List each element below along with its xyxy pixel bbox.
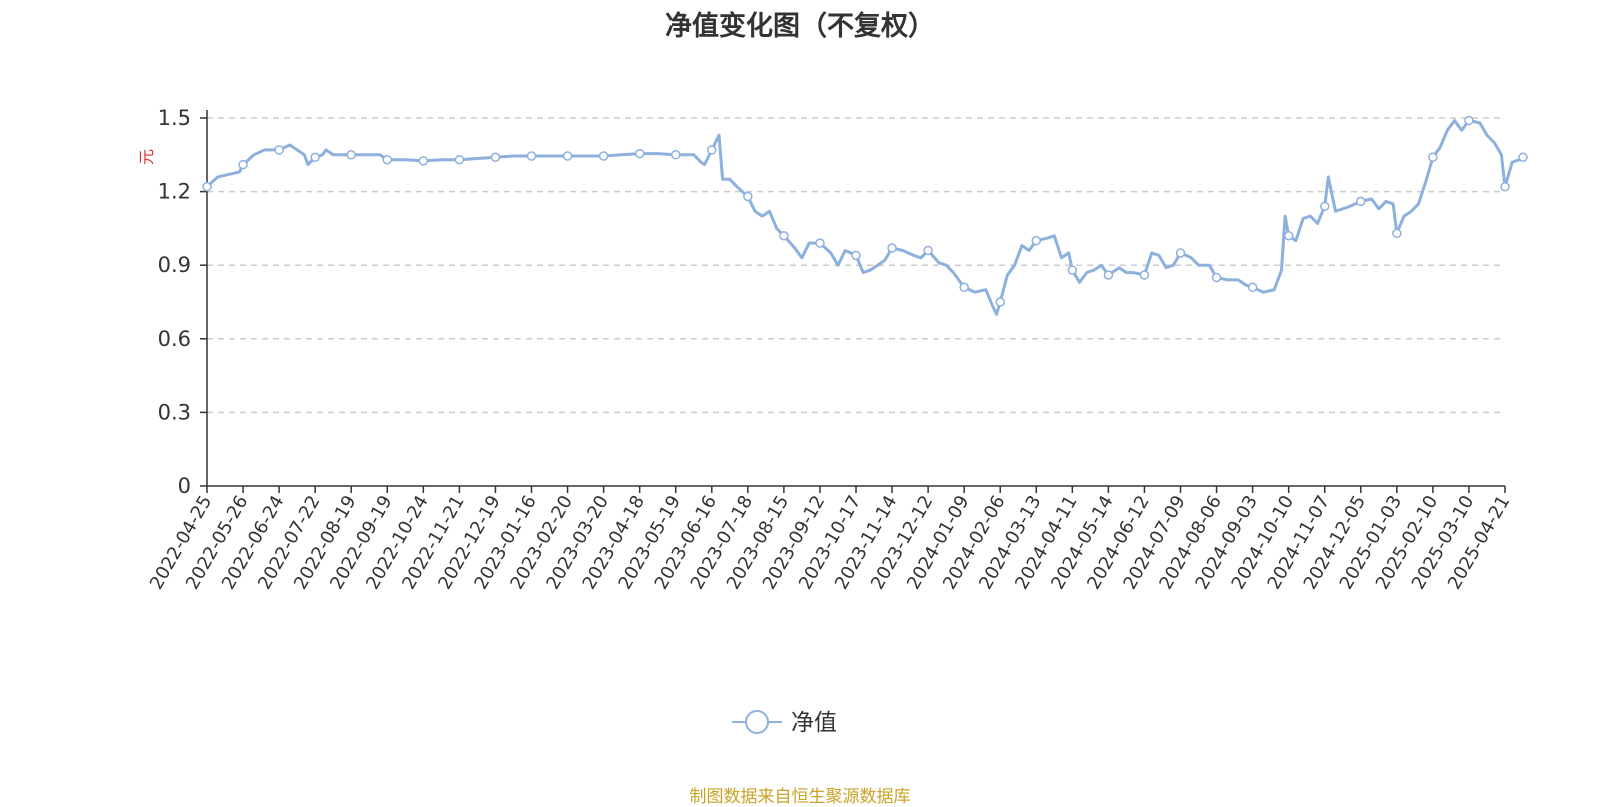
y-tick-label: 1.2 (158, 180, 191, 204)
data-point (1428, 152, 1438, 163)
data-source-note: 制图数据来自恒生聚源数据库 (689, 787, 911, 807)
data-point (418, 156, 429, 166)
data-point (634, 148, 645, 159)
data-point (887, 243, 897, 253)
data-point (1392, 228, 1402, 239)
grid-lines (207, 117, 1505, 414)
y-tick-label: 1.5 (158, 106, 191, 130)
legend-label: 净值 (791, 710, 837, 736)
data-point (1500, 181, 1510, 192)
data-point (1211, 272, 1222, 283)
legend-marker (745, 710, 769, 734)
y-tick-label: 0 (178, 474, 191, 498)
data-point (995, 297, 1005, 307)
data-point (310, 152, 320, 163)
series-layer (202, 115, 1528, 316)
data-point (707, 145, 717, 155)
data-point (526, 151, 537, 161)
data-point (1031, 235, 1042, 246)
data-point (1356, 196, 1366, 207)
data-point (959, 282, 969, 293)
data-point (1139, 270, 1150, 280)
data-point (238, 159, 248, 170)
data-point (1518, 152, 1528, 163)
data-point (1283, 231, 1294, 241)
data-point (274, 145, 284, 155)
data-point (1464, 115, 1474, 126)
data-point (815, 238, 825, 248)
data-point (1067, 265, 1078, 275)
y-axis: 0 0.3 0.6 0.9 1.2 1.5 元 (137, 106, 208, 498)
data-point (454, 154, 465, 165)
nav-line-chart: 0 0.3 0.6 0.9 1.2 1.5 元 2022-04-252022-05-2620… (137, 106, 1528, 736)
y-tick-label: 0.9 (158, 253, 191, 277)
data-point (598, 151, 609, 161)
y-axis-label: 元 (137, 149, 156, 165)
data-point (670, 150, 681, 160)
series-line (205, 119, 1524, 316)
x-axis: 2022-04-252022-05-262022-06-242022-07-22… (146, 485, 1514, 593)
data-point (1247, 282, 1258, 293)
data-point (779, 231, 789, 241)
y-tick-label: 0.6 (158, 327, 191, 351)
data-point (851, 250, 861, 261)
legend: 净值 (732, 710, 837, 736)
data-point (743, 191, 753, 202)
data-point (490, 152, 501, 163)
data-point (1319, 201, 1330, 212)
data-point (562, 151, 573, 161)
y-tick-label: 0.3 (158, 400, 191, 424)
data-point (923, 245, 933, 256)
data-point (346, 150, 356, 160)
data-point (1175, 248, 1186, 258)
data-point (1103, 270, 1114, 280)
chart-title: 净值变化图（不复权） (665, 11, 935, 42)
data-point (202, 181, 212, 192)
data-point (382, 154, 393, 165)
